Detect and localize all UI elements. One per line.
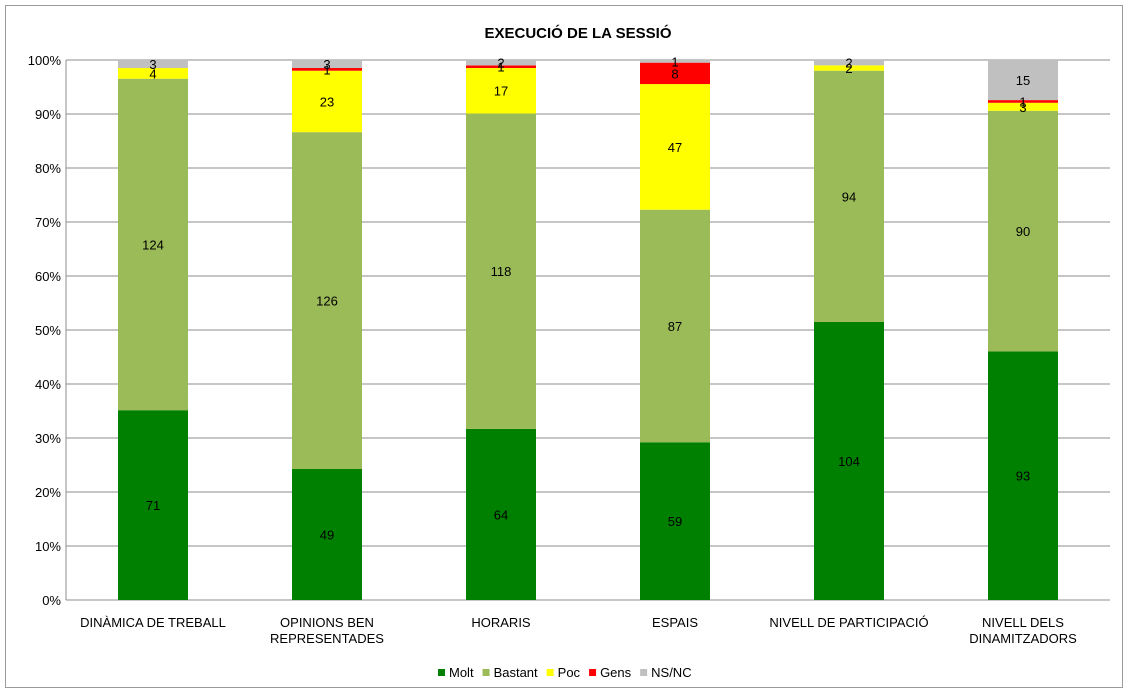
y-tick-label: 20% bbox=[35, 485, 61, 500]
data-label: 126 bbox=[316, 294, 338, 309]
legend-label: Gens bbox=[600, 665, 632, 680]
legend-label: NS/NC bbox=[651, 665, 691, 680]
x-category-label: HORARIS bbox=[471, 615, 531, 630]
data-label: 15 bbox=[1016, 73, 1030, 88]
x-category-label: NIVELL DE PARTICIPACIÓ bbox=[769, 615, 928, 630]
bar-segment-poc bbox=[292, 70, 362, 133]
x-category-label: NIVELL DELS DINAMITZADORS bbox=[969, 615, 1077, 646]
x-category-label: DINÀMICA DE TREBALL bbox=[80, 615, 226, 630]
data-label: 124 bbox=[142, 237, 164, 252]
data-label: 90 bbox=[1016, 224, 1030, 239]
bar-segment-molt bbox=[466, 428, 536, 600]
data-label: 93 bbox=[1016, 469, 1030, 484]
y-tick-label: 50% bbox=[35, 323, 61, 338]
data-label: 3 bbox=[1019, 100, 1026, 115]
bar-segment-gens bbox=[466, 65, 536, 69]
bar-segment-bastant bbox=[814, 70, 884, 322]
bar-segment-bastant bbox=[988, 110, 1058, 352]
axis-layer: 0% 10% 20% 30% 40% 50% 60% 70% 80% 90% 100% DINÀMIC… bbox=[28, 53, 1077, 646]
y-tick-label: 60% bbox=[35, 269, 61, 284]
x-category-label-line: HORARIS bbox=[471, 615, 531, 630]
data-label: 118 bbox=[491, 264, 512, 279]
bar-segment-ns-nc bbox=[640, 60, 710, 63]
y-tick-label: 10% bbox=[35, 539, 61, 554]
data-label: 71 bbox=[146, 498, 160, 513]
data-label: 104 bbox=[838, 454, 860, 469]
x-category-label: OPINIONS BEN REPRESENTADES bbox=[270, 615, 384, 646]
data-label: 47 bbox=[668, 140, 682, 155]
y-tick-label: 90% bbox=[35, 107, 61, 122]
x-category-label-line: DINÀMICA DE TREBALL bbox=[80, 615, 226, 630]
x-category-label-line: NIVELL DELS bbox=[982, 615, 1064, 630]
bar-segment-poc bbox=[118, 68, 188, 79]
bars-layer bbox=[118, 60, 1058, 600]
y-tick-label: 70% bbox=[35, 215, 61, 230]
bar-segment-molt bbox=[118, 410, 188, 600]
bar-segment-poc bbox=[466, 68, 536, 114]
bar-segment-bastant bbox=[118, 78, 188, 411]
legend-swatch bbox=[438, 669, 445, 676]
bar-segment-poc bbox=[988, 102, 1058, 111]
y-tick-label: 80% bbox=[35, 161, 61, 176]
data-label: 4 bbox=[149, 66, 156, 81]
y-tick-label: 40% bbox=[35, 377, 61, 392]
x-category-label-line: DINAMITZADORS bbox=[969, 631, 1077, 646]
bar-segment-poc bbox=[814, 65, 884, 71]
data-label: 64 bbox=[494, 507, 508, 522]
bar-segment-gens bbox=[988, 100, 1058, 103]
legend-label: Poc bbox=[558, 665, 581, 680]
data-label: 49 bbox=[320, 528, 334, 543]
y-tick-label: 100% bbox=[28, 53, 62, 68]
x-category-label-line: REPRESENTADES bbox=[270, 631, 384, 646]
x-category-label-line: ESPAIS bbox=[652, 615, 698, 630]
data-label: 1 bbox=[497, 60, 504, 75]
legend-swatch bbox=[546, 669, 554, 676]
legend-swatch bbox=[589, 669, 597, 676]
bar-segment-molt bbox=[640, 442, 710, 600]
bar-segment-ns-nc bbox=[814, 60, 884, 66]
bar-segment-ns-nc bbox=[118, 60, 188, 69]
data-label: 2 bbox=[845, 61, 852, 76]
data-labels-layer: 7112443491262313641181712598747811049422… bbox=[142, 54, 1030, 542]
legend: Molt Bastant Poc Gens NS/NC bbox=[438, 665, 692, 680]
bar-segment-ns-nc bbox=[988, 60, 1058, 101]
legend-swatch bbox=[640, 669, 648, 676]
bar-segment-bastant bbox=[640, 209, 710, 443]
data-label: 23 bbox=[320, 94, 334, 109]
legend-swatch bbox=[482, 669, 490, 676]
data-label: 94 bbox=[842, 189, 856, 204]
data-label: 3 bbox=[323, 57, 330, 72]
grid-layer bbox=[66, 59, 1110, 601]
data-label: 1 bbox=[323, 62, 330, 77]
data-label: 1 bbox=[671, 54, 678, 69]
y-tick-label: 30% bbox=[35, 431, 61, 446]
data-label: 2 bbox=[497, 56, 504, 71]
bar-segment-molt bbox=[292, 469, 362, 600]
bar-segment-poc bbox=[640, 84, 710, 210]
bar-segment-ns-nc bbox=[466, 60, 536, 66]
x-category-label-line: NIVELL DE PARTICIPACIÓ bbox=[769, 615, 928, 630]
x-category-label-line: OPINIONS BEN bbox=[280, 615, 374, 630]
legend-label: Molt bbox=[449, 665, 474, 680]
data-label: 3 bbox=[149, 57, 156, 72]
bar-segment-bastant bbox=[292, 132, 362, 470]
data-label: 8 bbox=[671, 66, 678, 81]
y-tick-label: 0% bbox=[42, 593, 61, 608]
bar-segment-ns-nc bbox=[292, 60, 362, 69]
chart-title: EXECUCIÓ DE LA SESSIÓ bbox=[485, 24, 672, 42]
bar-segment-gens bbox=[292, 68, 362, 71]
chart-frame bbox=[5, 5, 1123, 688]
bar-segment-molt bbox=[814, 321, 884, 600]
x-category-label: ESPAIS bbox=[652, 615, 698, 630]
bar-segment-gens bbox=[640, 62, 710, 85]
bar-segment-molt bbox=[988, 351, 1058, 600]
legend-label: Bastant bbox=[494, 665, 538, 680]
data-label: 1 bbox=[1019, 94, 1026, 109]
data-label: 2 bbox=[845, 56, 852, 71]
bar-segment-bastant bbox=[466, 113, 536, 429]
data-label: 87 bbox=[668, 319, 682, 334]
data-label: 59 bbox=[668, 514, 682, 529]
data-label: 17 bbox=[494, 84, 508, 99]
